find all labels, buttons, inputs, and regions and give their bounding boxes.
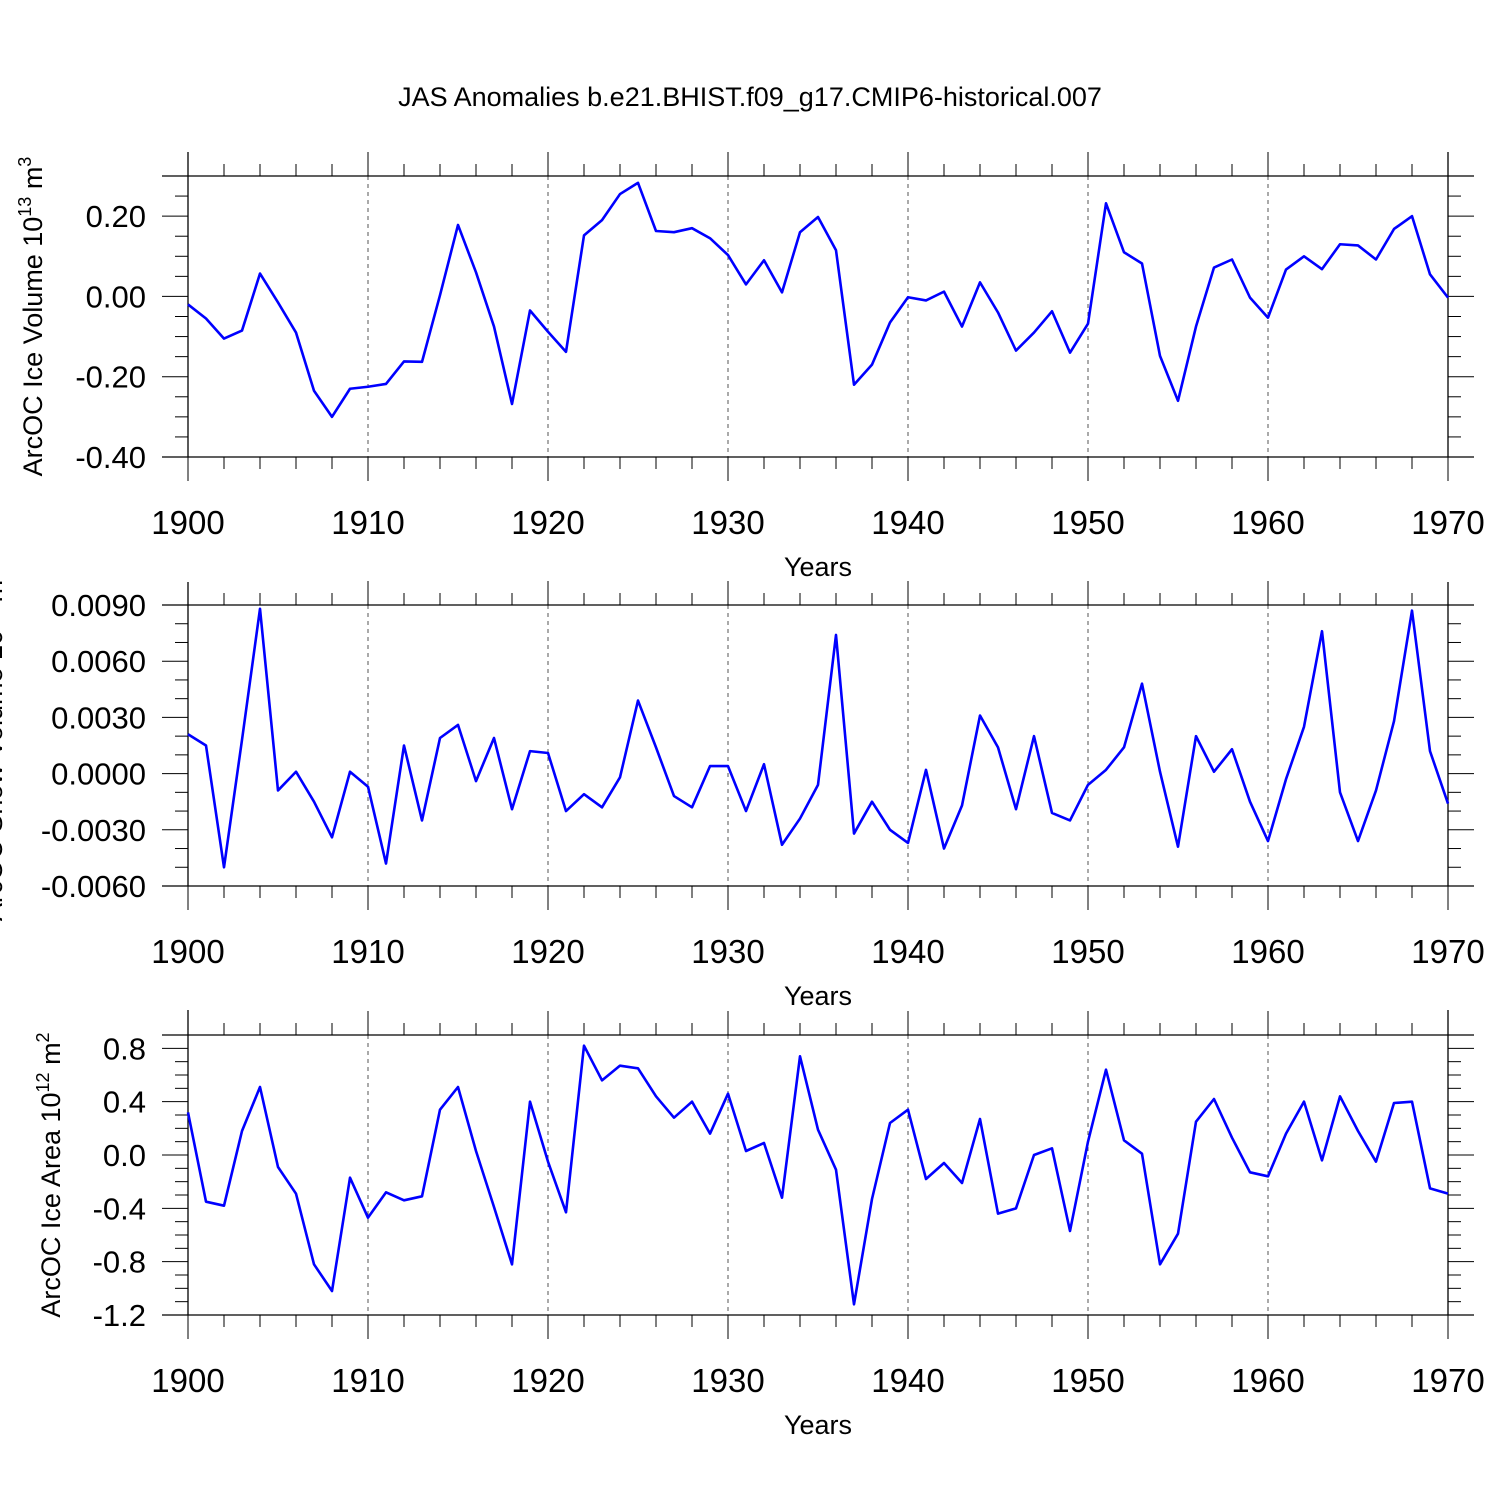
x-tick-label: 1970 <box>1411 1362 1484 1399</box>
x-tick-label: 1950 <box>1051 933 1124 970</box>
y-tick-label: -0.8 <box>93 1245 146 1280</box>
y-tick-label: 0.0030 <box>51 700 146 735</box>
y-tick-label: 0.0090 <box>51 588 146 623</box>
y-tick-label: -0.0060 <box>41 869 146 904</box>
y-tick-label: 0.0000 <box>51 757 146 792</box>
x-tick-label: 1960 <box>1231 933 1304 970</box>
x-tick-label: 1950 <box>1051 504 1124 541</box>
x-tick-label: 1930 <box>691 504 764 541</box>
x-tick-label: 1930 <box>691 1362 764 1399</box>
x-tick-label: 1970 <box>1411 504 1484 541</box>
x-tick-label: 1910 <box>331 933 404 970</box>
series-line <box>187 181 1450 419</box>
y-axis-title: ArcOC Ice Area 1012 m2 <box>33 1032 66 1317</box>
x-tick-label: 1950 <box>1051 1362 1124 1399</box>
y-tick-label: 0.8 <box>103 1031 146 1066</box>
x-tick-label: 1900 <box>151 1362 224 1399</box>
x-tick-label: 1910 <box>331 1362 404 1399</box>
y-tick-label: 0.0060 <box>51 644 146 679</box>
y-tick-label: -0.0030 <box>41 813 146 848</box>
x-tick-label: 1940 <box>871 1362 944 1399</box>
chart-title: JAS Anomalies b.e21.BHIST.f09_g17.CMIP6-… <box>398 82 1102 112</box>
x-tick-label: 1900 <box>151 933 224 970</box>
x-tick-label: 1910 <box>331 504 404 541</box>
y-tick-label: 0.20 <box>86 199 146 234</box>
panel-ice-area: 1900 1910 1920 1930 1940 1950 1960 1970 Years -1.… <box>33 1010 1485 1440</box>
y-tick-label: 0.4 <box>103 1085 146 1120</box>
x-tick-label: 1940 <box>871 504 944 541</box>
y-axis-title: ArcOC Snow Volume 1013 m3 <box>0 570 8 921</box>
x-tick-label: 1970 <box>1411 933 1484 970</box>
x-tick-label: 1900 <box>151 504 224 541</box>
x-tick-label: 1960 <box>1231 504 1304 541</box>
x-axis-title: Years <box>784 552 852 582</box>
series-line <box>186 1044 1449 1306</box>
y-tick-label: 0.0 <box>103 1138 146 1173</box>
x-axis-title: Years <box>784 981 852 1011</box>
x-tick-label: 1960 <box>1231 1362 1304 1399</box>
panel-snow-volume: 1900 1910 1920 1930 1940 1950 1960 1970 Years -0.… <box>0 570 1485 1011</box>
x-axis-title: Years <box>784 1410 852 1440</box>
y-tick-label: -0.20 <box>75 360 146 395</box>
y-tick-label: -0.4 <box>93 1191 146 1226</box>
series-line <box>187 607 1450 869</box>
x-tick-label: 1930 <box>691 933 764 970</box>
panel-ice-volume: 1900 1910 1920 1930 1940 1950 1960 1970 Years -0.… <box>15 152 1485 582</box>
y-tick-label: -0.40 <box>75 440 146 475</box>
y-tick-label: 0.00 <box>86 279 146 314</box>
x-tick-label: 1920 <box>511 933 584 970</box>
x-tick-label: 1920 <box>511 504 584 541</box>
y-tick-label: -1.2 <box>93 1298 146 1333</box>
x-tick-label: 1920 <box>511 1362 584 1399</box>
x-tick-label: 1940 <box>871 933 944 970</box>
y-axis-title: ArcOC Ice Volume 1013 m3 <box>15 157 48 477</box>
